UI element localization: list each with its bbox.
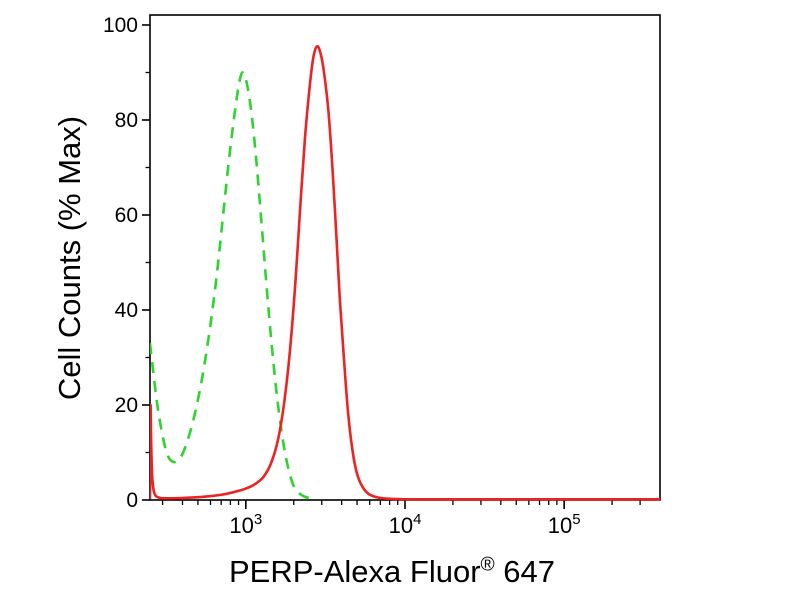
- x-tick-label: 104: [389, 511, 422, 538]
- x-axis-title-text: PERP-Alexa Fluor: [228, 554, 481, 589]
- x-axis-title: PERP-Alexa Fluor® 647: [229, 554, 555, 590]
- y-tick-label: 60: [115, 204, 138, 227]
- y-axis-title: Cell Counts (% Max): [52, 115, 87, 401]
- plot-frame: [149, 14, 661, 501]
- x-tick-label: 105: [548, 511, 581, 538]
- y-tick-label: 80: [115, 109, 138, 132]
- y-tick-label: 100: [103, 14, 138, 37]
- series-green-dashed-curve: [150, 71, 316, 501]
- y-tick-label: 40: [115, 299, 138, 322]
- registered-trademark-symbol: ®: [480, 554, 495, 576]
- series-red-solid-curve: [150, 44, 660, 501]
- x-tick-label: 103: [229, 511, 262, 538]
- y-tick-label: 0: [126, 489, 138, 512]
- x-axis-title-suffix: 647: [494, 554, 556, 589]
- y-tick-label: 20: [115, 394, 138, 417]
